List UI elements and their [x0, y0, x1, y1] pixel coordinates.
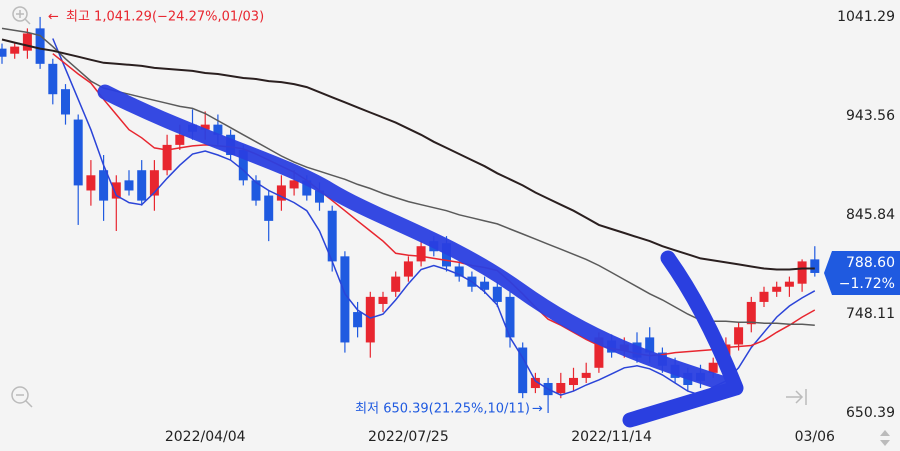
moving-average-line: [1, 38, 815, 271]
candle-body: [505, 296, 515, 338]
last-change: −1.72%: [839, 276, 895, 292]
candle-body: [22, 33, 32, 51]
candle-body: [86, 175, 96, 191]
candle-body: [365, 296, 375, 343]
candle-body: [556, 382, 566, 394]
scroll-end-icon[interactable]: [786, 389, 807, 405]
candle-body: [302, 180, 312, 196]
x-tick-label: 2022/07/25: [368, 429, 449, 445]
candle-body: [124, 180, 134, 191]
y-tick-label: 943.56: [846, 108, 895, 124]
candle-body: [111, 182, 121, 199]
high-arrow: ←: [48, 10, 59, 25]
price-tag: [824, 250, 900, 295]
y-tick-label: 845.84: [846, 207, 895, 223]
candle-body: [416, 246, 426, 262]
candle-body: [530, 377, 540, 389]
candle-body: [810, 259, 820, 273]
zoom-in-icon[interactable]: [12, 6, 31, 25]
candle-body: [759, 291, 769, 302]
candle-body: [149, 170, 159, 196]
candle-body: [454, 266, 464, 277]
candle-body: [327, 210, 337, 262]
expand-icon[interactable]: [880, 430, 890, 446]
candle-body: [353, 312, 363, 328]
candle-body: [480, 281, 490, 290]
x-tick-label: 2022/11/14: [571, 429, 652, 445]
candle-body: [645, 337, 655, 353]
candle-body: [276, 185, 286, 201]
candle-body: [581, 372, 591, 378]
moving-average-line: [52, 53, 816, 357]
candle-body: [378, 296, 388, 304]
drawn-arrow-head: [622, 250, 744, 428]
x-tick-label: 2022/04/04: [165, 429, 246, 445]
candle-body: [784, 281, 794, 287]
candle-body: [213, 124, 223, 135]
candle-body: [10, 46, 20, 54]
candle-body: [175, 134, 185, 145]
y-tick-label: 748.11: [846, 306, 895, 322]
low-annotation: 최저 650.39(21.25%,10/11): [355, 402, 530, 417]
candle-body: [289, 180, 299, 189]
last-price: 788.60: [846, 255, 895, 271]
candle-body: [251, 180, 261, 201]
candle-body: [569, 377, 578, 386]
candle-body: [61, 89, 70, 115]
candle-body: [162, 144, 172, 171]
candle-body: [340, 256, 350, 343]
candle-body: [772, 286, 782, 292]
x-tick-label: 03/06: [795, 429, 835, 445]
candle-body: [315, 190, 324, 203]
low-arrow: →: [532, 402, 543, 417]
candle-body: [708, 362, 718, 373]
y-tick-label: 1041.29: [837, 9, 895, 25]
moving-average-line: [1, 27, 815, 326]
moving-average-line: [52, 38, 816, 396]
candle-body: [594, 337, 604, 368]
candle-body: [391, 276, 401, 292]
candle-body: [137, 170, 147, 201]
candle-body: [492, 286, 502, 302]
high-annotation: 최고 1,041.29(−24.27%,01/03): [66, 10, 264, 25]
candle-body: [0, 48, 7, 57]
candle-body: [518, 347, 528, 394]
drawn-arrow: [97, 84, 733, 392]
candle-body: [73, 119, 83, 186]
zoom-out-icon[interactable]: [11, 386, 33, 408]
y-tick-label: 650.39: [846, 405, 895, 421]
candle-body: [734, 327, 744, 345]
candle-body: [99, 170, 109, 201]
candle-body: [797, 261, 807, 284]
candle-body: [442, 243, 451, 267]
candle-body: [48, 63, 58, 95]
candle-body: [238, 149, 248, 181]
candle-body: [746, 301, 756, 325]
candle-body: [403, 261, 413, 277]
candle-body: [35, 28, 45, 64]
candle-body: [200, 124, 210, 130]
candle-body: [264, 195, 274, 221]
